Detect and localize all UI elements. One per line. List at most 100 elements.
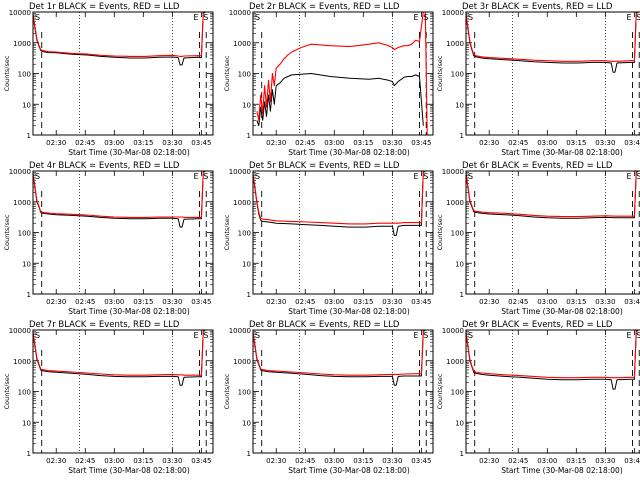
chart-title: Det 6r BLACK = Events, RED = LLD <box>462 161 613 171</box>
x-tick-label: 03:30 <box>162 457 182 465</box>
y-tick-label: 1000 <box>13 199 31 207</box>
x-axis-label: Start Time (30-Mar-08 02:18:00) <box>501 307 623 316</box>
y-tick-label: 10000 <box>442 168 464 176</box>
x-tick-label: 03:30 <box>382 457 402 465</box>
x-tick-label: 03:00 <box>537 298 557 306</box>
x-tick-label: 02:30 <box>479 457 499 465</box>
y-tick-label: 100 <box>238 230 251 238</box>
x-tick-label: 03:00 <box>324 457 344 465</box>
y-axis-label: Counts/sec <box>223 373 231 409</box>
x-axis-label: Start Time (30-Mar-08 02:18:00) <box>288 466 410 475</box>
events-series-line <box>32 171 206 228</box>
x-tick-label: 03:00 <box>104 298 124 306</box>
y-tick-label: 1 <box>460 132 464 140</box>
y-axis-label: Counts/sec <box>436 373 444 409</box>
e-marker: E <box>626 331 631 340</box>
e-marker: E <box>193 13 198 22</box>
end-marker: S <box>423 172 428 181</box>
end-marker: S <box>636 13 640 22</box>
lld-series-line <box>465 329 639 379</box>
chart-title: Det 4r BLACK = Events, RED = LLD <box>29 161 180 171</box>
events-series-line <box>32 12 206 66</box>
x-tick-label: 03:00 <box>537 457 557 465</box>
y-tick-label: 1 <box>27 132 31 140</box>
x-tick-label: 02:45 <box>295 457 315 465</box>
lld-series-line <box>32 329 206 376</box>
y-tick-label: 10 <box>242 101 251 109</box>
lld-series-line <box>465 170 639 218</box>
x-tick-label: 02:45 <box>75 139 95 147</box>
x-tick-label: 02:45 <box>295 139 315 147</box>
start-marker: S <box>468 172 473 181</box>
events-series-line <box>32 330 206 386</box>
y-tick-label: 1000 <box>446 40 464 48</box>
events-series-line <box>252 330 426 386</box>
chart-panel-3: Det 3r BLACK = Events, RED = LLD Counts/s… <box>436 2 640 157</box>
end-marker: S <box>423 13 428 22</box>
x-tick-label: 03:30 <box>595 457 615 465</box>
x-tick-label: 02:30 <box>266 298 286 306</box>
x-tick-label: 03:15 <box>353 457 373 465</box>
x-tick-label: 02:45 <box>295 298 315 306</box>
chart-panel-5: Det 5r BLACK = Events, RED = LLD Counts/s… <box>223 161 434 316</box>
x-tick-label: 02:30 <box>266 457 286 465</box>
x-tick-label: 02:30 <box>479 298 499 306</box>
e-marker: E <box>413 331 418 340</box>
start-marker: S <box>255 331 260 340</box>
chart-panel-7: Det 7r BLACK = Events, RED = LLD Counts/s… <box>3 320 214 475</box>
end-marker: S <box>203 172 208 181</box>
y-tick-label: 1000 <box>446 199 464 207</box>
y-tick-label: 10 <box>22 101 31 109</box>
end-marker: S <box>203 331 208 340</box>
x-tick-label: 03:15 <box>566 298 586 306</box>
x-tick-label: 03:30 <box>382 139 402 147</box>
x-tick-label: 02:30 <box>479 139 499 147</box>
x-tick-label: 03:00 <box>104 139 124 147</box>
chart-panel-9: Det 9r BLACK = Events, RED = LLD Counts/s… <box>436 320 640 475</box>
lld-series-line <box>256 11 428 136</box>
y-tick-label: 1000 <box>13 40 31 48</box>
y-tick-label: 1000 <box>233 199 251 207</box>
y-tick-label: 10000 <box>229 9 251 17</box>
plot-frame <box>465 329 640 454</box>
x-tick-label: 03:15 <box>566 457 586 465</box>
y-axis-label: Counts/sec <box>436 55 444 91</box>
y-tick-label: 1000 <box>233 358 251 366</box>
y-tick-label: 100 <box>18 230 31 238</box>
end-marker: S <box>203 13 208 22</box>
y-tick-label: 1 <box>27 450 31 458</box>
y-axis-label: Counts/sec <box>223 214 231 250</box>
plot-frame <box>252 170 434 295</box>
y-tick-label: 1 <box>247 450 251 458</box>
e-marker: E <box>626 13 631 22</box>
e-marker: E <box>413 13 418 22</box>
x-tick-label: 03:15 <box>353 139 373 147</box>
events-series-line <box>256 73 424 127</box>
plot-frame <box>252 329 434 454</box>
x-tick-label: 03:45 <box>191 298 211 306</box>
y-tick-label: 10000 <box>9 327 31 335</box>
start-marker: S <box>255 172 260 181</box>
chart-title: Det 8r BLACK = Events, RED = LLD <box>249 320 400 330</box>
y-tick-label: 1 <box>460 291 464 299</box>
chart-panel-2: Det 2r BLACK = Events, RED = LLD Counts/s… <box>223 2 434 157</box>
x-tick-label: 03:15 <box>133 298 153 306</box>
plot-frame <box>32 11 214 136</box>
chart-title: Det 2r BLACK = Events, RED = LLD <box>249 2 400 12</box>
x-tick-label: 02:45 <box>75 457 95 465</box>
plot-frame <box>32 170 214 295</box>
y-tick-label: 100 <box>451 71 464 79</box>
y-tick-label: 100 <box>18 389 31 397</box>
y-tick-label: 10000 <box>229 327 251 335</box>
y-axis-label: Counts/sec <box>223 55 231 91</box>
x-tick-label: 03:30 <box>595 298 615 306</box>
x-axis-label: Start Time (30-Mar-08 02:18:00) <box>288 148 410 157</box>
x-tick-label: 03:00 <box>324 298 344 306</box>
y-tick-label: 100 <box>18 71 31 79</box>
x-tick-label: 03:45 <box>624 298 640 306</box>
x-tick-label: 03:45 <box>411 457 431 465</box>
end-marker: S <box>636 172 640 181</box>
events-series-line <box>465 330 639 390</box>
x-tick-label: 03:45 <box>411 139 431 147</box>
